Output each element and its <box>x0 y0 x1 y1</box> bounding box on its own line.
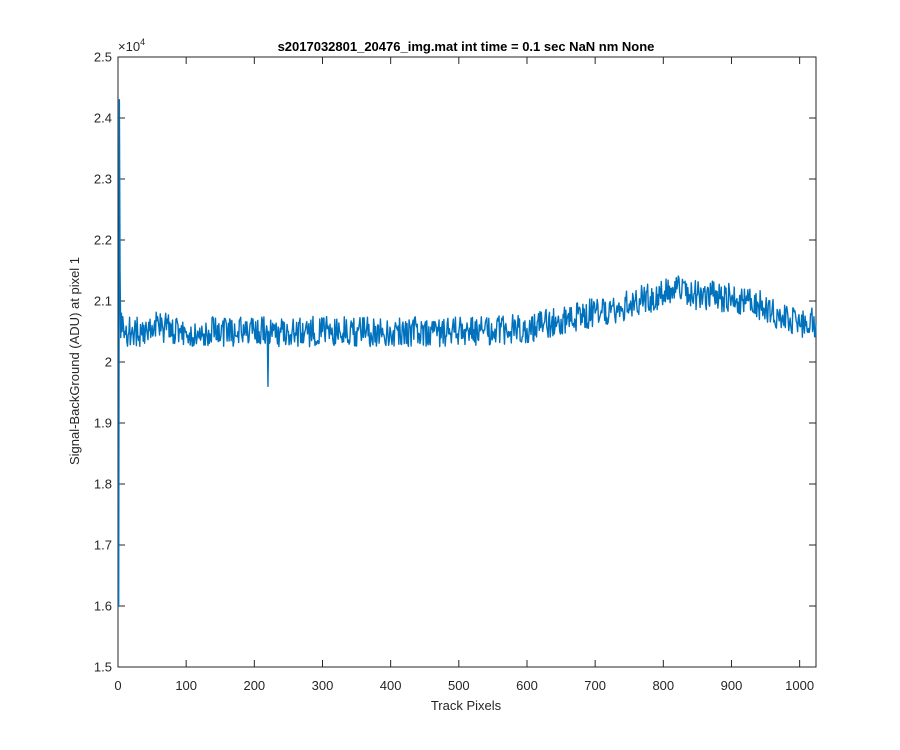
y-exponent-power: 4 <box>140 37 145 47</box>
x-tick-label: 0 <box>114 678 121 693</box>
y-exponent-base: ×10 <box>118 39 140 54</box>
y-axis: 1.5 1.6 1.7 1.8 1.9 2 2.1 2.2 2.3 2.4 2.5 <box>94 50 816 675</box>
y-exponent-label: ×104 <box>118 37 145 54</box>
x-tick-label: 600 <box>516 678 538 693</box>
y-axis-title: Signal-BackGround (ADU) at pixel 1 <box>67 257 82 465</box>
series-layer <box>117 99 817 607</box>
y-tick-label: 1.9 <box>94 416 112 431</box>
x-tick-label: 400 <box>380 678 402 693</box>
x-tick-label: 700 <box>584 678 606 693</box>
x-tick-label: 900 <box>721 678 743 693</box>
x-tick-label: 200 <box>243 678 265 693</box>
y-tick-label: 2.5 <box>94 50 112 65</box>
x-tick-label: 300 <box>312 678 334 693</box>
x-tick-label: 500 <box>448 678 470 693</box>
x-tick-label: 800 <box>652 678 674 693</box>
y-tick-label: 1.5 <box>94 660 112 675</box>
y-tick-label: 1.6 <box>94 599 112 614</box>
y-tick-label: 2.2 <box>94 233 112 248</box>
y-tick-label: 1.8 <box>94 477 112 492</box>
y-tick-label: 2.1 <box>94 294 112 309</box>
axes-box <box>117 56 817 668</box>
chart-title: s2017032801_20476_img.mat int time = 0.1… <box>278 39 655 54</box>
y-tick-label: 1.7 <box>94 538 112 553</box>
x-tick-label: 1000 <box>785 678 814 693</box>
x-tick-label: 100 <box>175 678 197 693</box>
x-axis: 0 100 200 300 400 500 600 700 800 900 1000 <box>114 57 814 693</box>
plot-area <box>117 56 817 668</box>
series-line <box>117 99 817 607</box>
y-tick-label: 2 <box>105 355 112 370</box>
y-tick-label: 2.3 <box>94 172 112 187</box>
y-tick-label: 2.4 <box>94 111 112 126</box>
x-axis-title: Track Pixels <box>431 698 502 713</box>
